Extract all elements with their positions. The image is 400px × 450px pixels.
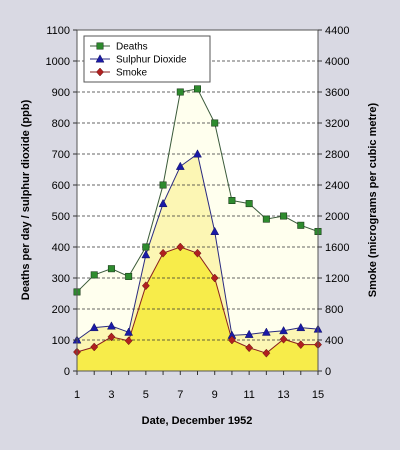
sulphur-dioxide-point: [296, 322, 306, 332]
smoke-point: [90, 342, 99, 352]
x-tick-label: 1: [74, 389, 80, 401]
y-left-tick-label: 600: [52, 180, 70, 192]
y-right-tick-label: 0: [325, 366, 331, 378]
deaths-point: [194, 85, 202, 93]
smoke-point: [262, 348, 271, 358]
deaths-point: [142, 243, 150, 251]
sulphur-dioxide-point: [193, 149, 202, 158]
sulphur-dioxide-point: [158, 198, 168, 208]
y-right-tick-label: 4400: [325, 25, 349, 37]
smoke-point: [245, 343, 254, 353]
y-left-tick-label: 0: [64, 366, 70, 378]
legend-marker-smoke: [96, 67, 104, 77]
y-right-tick-label: 800: [325, 304, 343, 316]
sulphur-dioxide-point: [141, 250, 151, 259]
smoke-point: [296, 340, 305, 350]
legend-label-smoke: Smoke: [116, 68, 148, 79]
deaths-point: [125, 272, 133, 280]
y-right-tick-label: 400: [325, 335, 343, 347]
smoke-point: [124, 336, 133, 346]
deaths-point: [176, 88, 184, 96]
y-left-tick-label: 400: [52, 242, 70, 254]
sulphur-dioxide-point: [279, 325, 288, 335]
y-axis-title-left: Deaths per day / sulphur dioxide (ppb): [20, 99, 32, 300]
y-left-tick-label: 200: [52, 304, 70, 316]
deaths-point: [90, 271, 98, 279]
x-tick-label: 3: [108, 389, 114, 401]
sulphur-dioxide-point: [175, 161, 185, 170]
legend-marker-deaths: [96, 42, 104, 50]
deaths-point: [159, 181, 167, 189]
y-left-tick-label: 300: [52, 273, 70, 285]
sulphur-dioxide-point: [107, 321, 116, 330]
legend: Deaths Sulphur Dioxide Smoke: [83, 35, 211, 83]
y-left-tick-label: 100: [52, 335, 70, 347]
y-left-tick-label: 1000: [46, 56, 70, 68]
y-left-tick-label: 1100: [46, 25, 70, 37]
x-tick-label: 15: [312, 389, 324, 401]
smoke-point: [227, 335, 236, 345]
y-right-tick-label: 3200: [325, 118, 349, 130]
smoke-point: [107, 332, 116, 342]
legend-marker-sulphur-dioxide: [95, 54, 105, 63]
x-tick-label: 11: [243, 389, 254, 401]
smoke-point: [193, 248, 202, 258]
deaths-point: [297, 221, 305, 229]
legend-label-deaths: Deaths: [116, 42, 148, 53]
x-tick-label: 13: [277, 389, 289, 401]
sulphur-dioxide-point: [210, 226, 220, 235]
y-left-tick-label: 500: [52, 211, 70, 223]
y-right-tick-label: 1200: [325, 273, 349, 285]
smoke-point: [176, 242, 185, 252]
y-left-tick-label: 700: [52, 149, 70, 161]
deaths-point: [228, 197, 236, 205]
y-right-tick-label: 3600: [325, 87, 349, 99]
deaths-point: [280, 212, 288, 220]
y-right-tick-label: 4000: [325, 56, 349, 68]
y-axis-title-right: Smoke (micrograms per cubic metre): [367, 102, 379, 297]
y-left-tick-label: 900: [52, 87, 70, 99]
x-tick-label: 7: [177, 389, 183, 401]
deaths-point: [262, 215, 270, 223]
x-axis-title: Date, December 1952: [142, 415, 253, 427]
sulphur-dioxide-point: [124, 327, 134, 336]
y-right-tick-label: 2000: [325, 211, 349, 223]
x-tick-label: 5: [143, 389, 149, 401]
y-right-tick-label: 1600: [325, 242, 349, 254]
smoke-point: [279, 334, 288, 344]
sulphur-dioxide-point: [261, 327, 271, 336]
smoke-point: [159, 248, 168, 258]
sulphur-dioxide-point: [89, 322, 99, 332]
sulphur-dioxide-point: [244, 329, 254, 338]
legend-label-sulphur-dioxide: Sulphur Dioxide: [116, 55, 187, 66]
deaths-point: [245, 200, 253, 208]
y-right-tick-label: 2800: [325, 149, 349, 161]
deaths-point: [107, 265, 115, 273]
x-tick-label: 9: [212, 389, 218, 401]
smoke-point: [210, 273, 219, 283]
y-left-tick-label: 800: [52, 118, 70, 130]
deaths-point: [211, 119, 219, 127]
smoke-point: [141, 281, 150, 291]
y-right-tick-label: 2400: [325, 180, 349, 192]
